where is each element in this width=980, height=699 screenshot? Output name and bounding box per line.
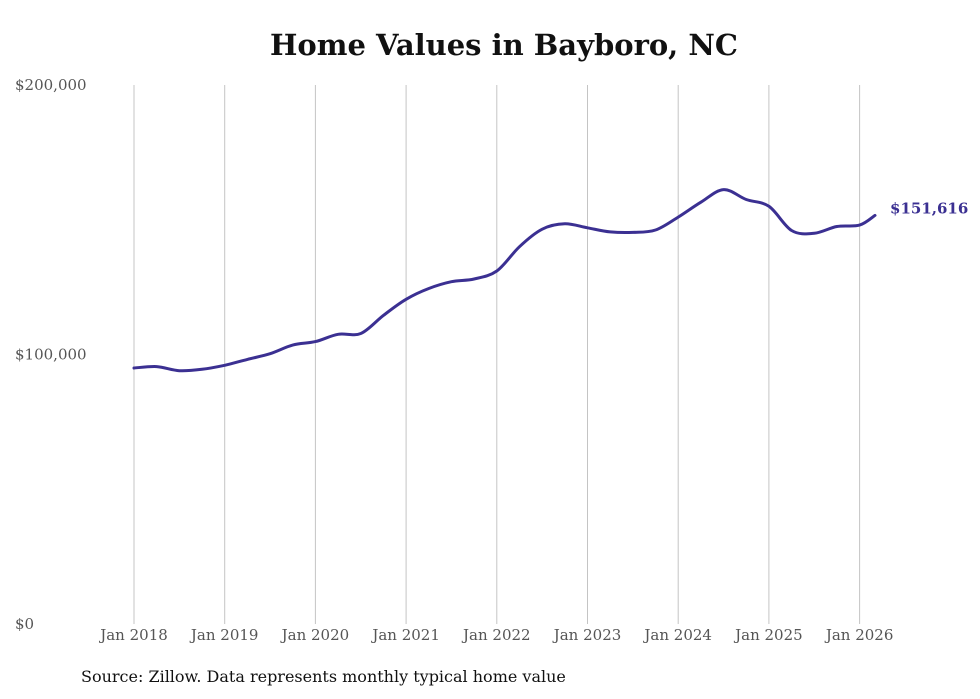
x-tick-label: Jan 2022 [461, 626, 531, 644]
x-tick-label: Jan 2025 [733, 626, 803, 644]
x-axis-ticks: Jan 2018 Jan 2019 Jan 2020 Jan 2021 Jan 2022… [98, 626, 893, 644]
y-tick-label: $100,000 [15, 346, 87, 364]
home-value-line [132, 188, 877, 373]
x-tick-label: Jan 2021 [370, 626, 440, 644]
x-tick-label: Jan 2026 [824, 626, 894, 644]
x-tick-label: Jan 2018 [98, 626, 168, 644]
y-tick-label: $200,000 [15, 76, 87, 94]
grid-lines [133, 85, 861, 624]
x-tick-label: Jan 2019 [189, 626, 259, 644]
x-tick-label: Jan 2020 [280, 626, 350, 644]
x-tick-label: Jan 2023 [552, 626, 622, 644]
source-note: Source: Zillow. Data represents monthly … [81, 667, 566, 686]
chart-title: Home Values in Bayboro, NC [270, 28, 738, 62]
y-axis-ticks: $0 $100,000 $200,000 [15, 76, 87, 633]
line-chart: $0$100,000$200,000 Jan 2018 Jan 2019 Jan 2… [15, 76, 968, 644]
y-tick-label: $0 [15, 615, 34, 633]
x-tick-label: Jan 2024 [642, 626, 712, 644]
end-value-label: $151,616 [890, 199, 968, 217]
